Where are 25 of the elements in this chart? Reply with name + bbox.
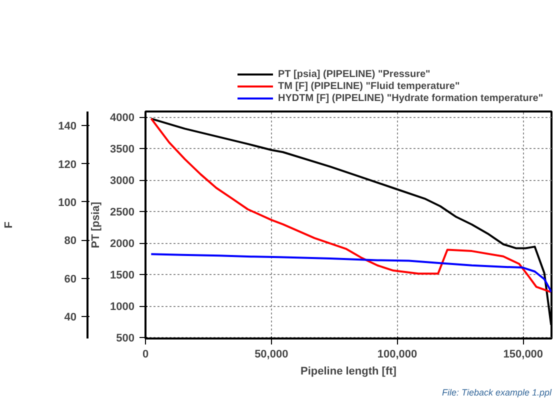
y2-axis-title: F [3, 221, 16, 228]
y-tick-label: 2500 [110, 206, 135, 219]
y-tick-label: 2000 [110, 238, 135, 250]
y-tick-label: 1500 [110, 270, 135, 282]
y2-tick-label: 40 [64, 312, 77, 324]
x-tick-label: 0 [142, 348, 149, 360]
y2-tick-label: 80 [64, 235, 77, 248]
x-tick-label: 150,000 [503, 348, 544, 360]
x-axis-title: Pipeline length [ft] [300, 366, 397, 378]
y-tick-label: 500 [116, 332, 135, 345]
legend-label: TM [F] (PIPELINE) "Fluid temperature" [278, 80, 460, 92]
y2-tick-label: 100 [58, 196, 77, 209]
y2-tick-label: 60 [64, 273, 77, 286]
x-tick-label: 50,000 [254, 348, 288, 360]
text: File: Tieback example 1.ppl [442, 388, 552, 398]
y-axis-title: PT [psia] [90, 201, 102, 248]
y-tick-label: 4000 [110, 112, 135, 124]
y-tick-label: 1000 [110, 301, 135, 314]
y-tick-label: 3500 [110, 144, 135, 156]
y2-tick-label: 140 [58, 120, 77, 133]
y2-tick-label: 120 [58, 158, 77, 171]
legend-label: HYDTM [F] (PIPELINE) "Hydrate formation temperature" [278, 92, 544, 104]
x-tick-label: 100,000 [377, 348, 418, 360]
legend-label: PT [psia] (PIPELINE) "Pressure" [278, 68, 430, 80]
y-tick-label: 3000 [110, 175, 135, 188]
